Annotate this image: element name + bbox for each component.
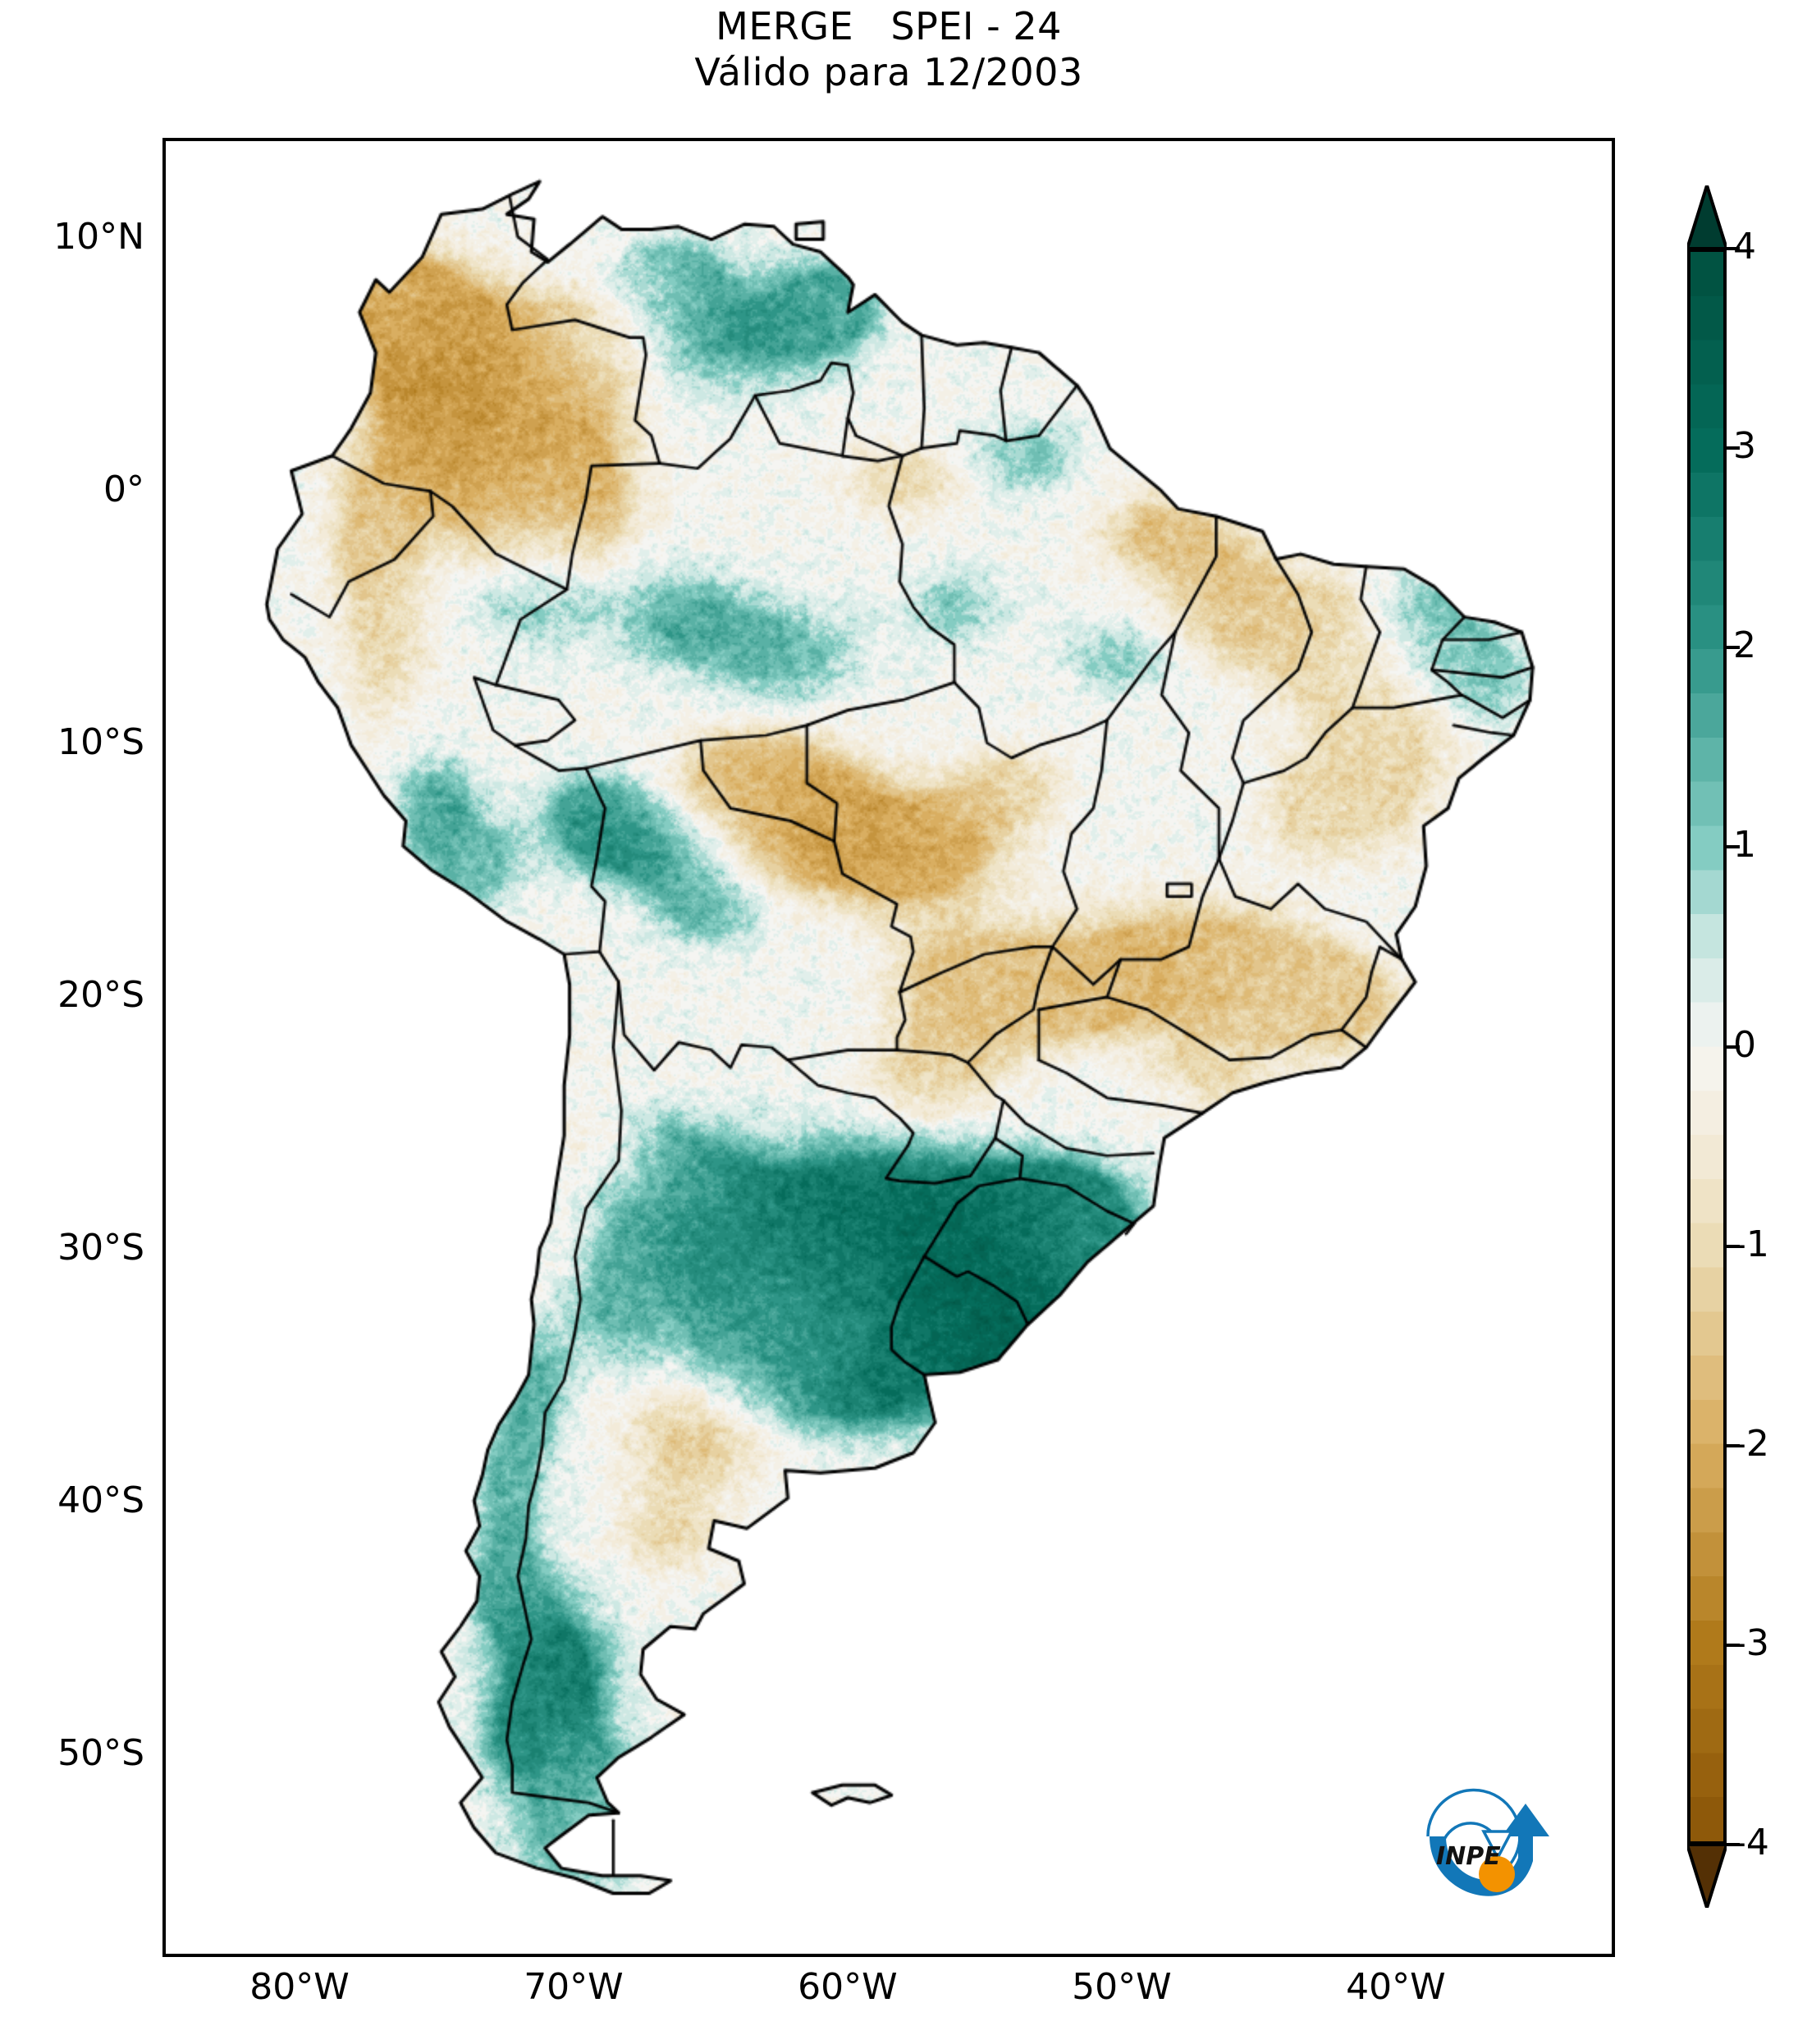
colorbar-tick-mark [1727,247,1740,250]
chart-title-block: MERGE SPEI - 24 Válido para 12/2003 [162,3,1615,95]
logo-arrow-head-icon [1502,1804,1549,1836]
latitude-tick-label: 20°S [57,973,144,1016]
latitude-tick-label: 30°S [57,1226,144,1269]
colorbar-tick-mark [1727,845,1740,849]
colorbar-extend-bottom-icon [1687,1845,1727,1908]
colorbar-tick-mark [1727,1045,1740,1049]
colorbar-tick-mark [1727,1643,1740,1647]
colorbar-tick-mark [1727,446,1740,450]
colorbar-tick-mark [1727,1843,1740,1846]
colorbar-tick-label: 3 [1733,425,1756,468]
inpe-logo: INPE [1426,1788,1549,1896]
logo-small-arrow-head-icon [1481,1830,1514,1861]
colorbar-tick-label: 4 [1733,226,1756,268]
longitude-tick-label: 60°W [798,1966,898,2008]
colorbar-tick-mark [1727,646,1740,650]
longitude-tick-label: 40°W [1346,1966,1446,2008]
latitude-tick-label: 10°N [53,216,144,258]
colorbar-tick-mark [1727,1244,1740,1248]
latitude-tick-label: 40°S [57,1479,144,1521]
colorbar-extend-top-icon [1687,185,1727,249]
colorbar-gradient-body [1687,249,1727,1845]
colorbar-tick-label: -4 [1733,1822,1769,1863]
longitude-tick-label: 50°W [1072,1966,1172,2008]
spei-heatmap-canvas [166,141,1612,1954]
logo-wordmark: INPE [1436,1842,1501,1871]
colorbar-tick-label: 0 [1733,1023,1756,1066]
latitude-tick-label: 0° [103,469,144,511]
latitude-tick-label: 10°S [57,721,144,763]
colorbar: 4 3 2 1 0 -1 -2 -3 -4 [1658,138,1798,1957]
longitude-tick-label: 80°W [249,1966,350,2008]
colorbar-tick-label: -1 [1733,1223,1769,1265]
page-title: MERGE SPEI - 24 [716,4,1062,48]
latitude-tick-label: 50°S [57,1731,144,1774]
logo-orange-dot-icon [1479,1856,1515,1892]
colorbar-tick-mark [1727,1443,1740,1447]
logo-outer-arc-icon [1426,1788,1521,1874]
colorbar-tick-label: -3 [1733,1621,1769,1664]
colorbar-tick-label: 1 [1733,824,1756,867]
map-plot-frame [162,138,1615,1957]
longitude-tick-label: 70°W [524,1966,624,2008]
page-subtitle: Válido para 12/2003 [694,50,1083,94]
colorbar-tick-label: 2 [1733,624,1756,667]
colorbar-gradient [1690,252,1723,1841]
colorbar-tick-label: -2 [1733,1422,1769,1465]
